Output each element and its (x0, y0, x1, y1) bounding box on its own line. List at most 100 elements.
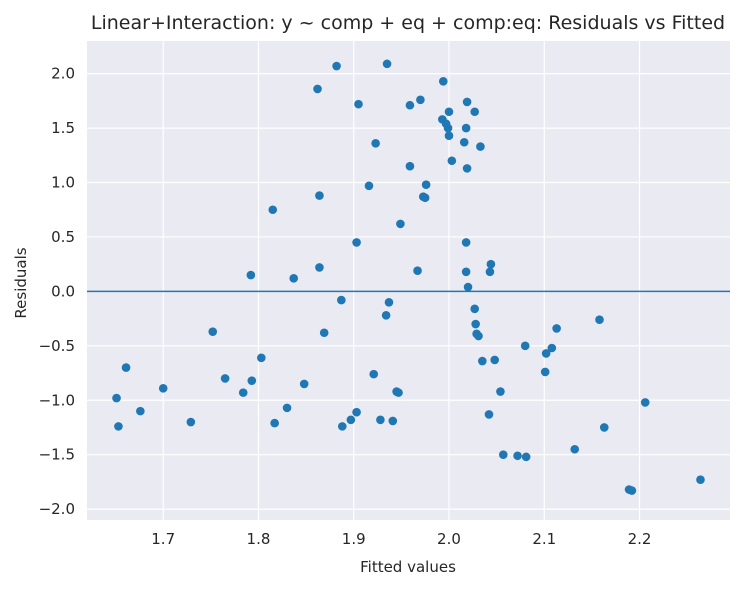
data-point (299, 379, 309, 389)
data-point (485, 267, 495, 277)
chart-title: Linear+Interaction: y ~ comp + eq + comp… (91, 12, 725, 34)
data-point (257, 353, 266, 363)
data-point (520, 341, 530, 351)
data-point (476, 142, 485, 151)
data-point (444, 107, 454, 117)
data-point (371, 139, 380, 148)
data-point (696, 475, 705, 485)
data-point (416, 95, 425, 105)
data-point (547, 343, 557, 353)
data-point (352, 238, 361, 247)
data-point (470, 304, 480, 314)
data-point (346, 415, 356, 425)
data-point (405, 161, 415, 171)
data-point (627, 486, 637, 495)
data-point (396, 219, 405, 229)
y-tick-label: −2.0 (39, 500, 75, 518)
plot-area (87, 41, 730, 520)
data-point (384, 297, 394, 307)
data-point (208, 327, 218, 336)
data-point (136, 406, 145, 416)
x-tick-label: 1.7 (151, 530, 175, 548)
data-point (484, 410, 494, 419)
x-tick-label: 2.0 (437, 530, 461, 548)
x-tick-label: 1.8 (247, 530, 271, 548)
data-point (447, 156, 457, 166)
data-point (490, 355, 500, 365)
data-point (270, 418, 279, 428)
y-tick-label: −1.5 (39, 446, 75, 464)
y-tick-label: 1.5 (51, 119, 75, 137)
data-point (474, 331, 483, 341)
y-tick-label: 0.0 (51, 282, 75, 300)
y-tick-label: 1.0 (51, 174, 75, 192)
data-point (352, 407, 361, 417)
data-point (463, 282, 473, 292)
data-point (319, 328, 329, 338)
y-axis-label: Residuals (12, 247, 30, 318)
data-point (332, 61, 341, 71)
data-point (413, 266, 422, 276)
data-point (246, 270, 256, 280)
data-point (282, 403, 292, 413)
data-point (461, 238, 471, 247)
data-point (315, 191, 324, 200)
data-point (337, 422, 347, 431)
data-point (595, 315, 604, 324)
data-point (112, 393, 121, 403)
x-axis-label: Fitted values (360, 558, 456, 576)
data-point (640, 398, 650, 407)
data-point (186, 417, 196, 427)
y-axis-ticks: −2.0 −1.5 −1.0 −0.5 0.0 0.5 1.0 1.5 2.0 (39, 65, 75, 518)
y-tick-label: −1.0 (39, 391, 75, 409)
data-point (238, 388, 248, 397)
data-point (461, 267, 471, 277)
data-point (438, 76, 448, 86)
data-points (112, 59, 705, 495)
data-point (461, 123, 471, 133)
data-point (444, 131, 454, 141)
data-point (521, 452, 531, 462)
data-point (376, 415, 385, 425)
data-point (354, 99, 363, 109)
data-point (405, 100, 415, 110)
data-point (462, 97, 472, 107)
x-tick-label: 2.2 (628, 530, 652, 548)
data-point (541, 349, 551, 358)
data-point (496, 387, 505, 396)
x-axis-ticks: 1.7 1.8 1.9 2.0 2.1 2.2 (151, 530, 651, 548)
data-point (394, 388, 403, 397)
data-point (513, 451, 522, 461)
data-point (220, 374, 230, 383)
y-tick-label: −0.5 (39, 337, 75, 355)
data-point (486, 259, 496, 269)
data-point (459, 137, 469, 147)
y-tick-label: 2.0 (51, 65, 75, 83)
data-point (369, 369, 379, 379)
data-point (315, 263, 324, 272)
data-point (540, 367, 550, 377)
data-point (158, 383, 168, 393)
data-point (114, 422, 123, 431)
data-point (388, 416, 398, 426)
data-point (313, 84, 322, 94)
data-point (443, 123, 453, 133)
x-tick-label: 1.9 (342, 530, 366, 548)
y-tick-label: 0.5 (51, 228, 75, 246)
data-point (570, 444, 580, 454)
data-point (268, 205, 278, 215)
data-point (420, 193, 430, 203)
data-point (337, 295, 346, 305)
data-point (121, 363, 131, 372)
data-point (289, 274, 299, 283)
data-point (462, 164, 472, 173)
data-point (381, 311, 391, 320)
data-point (552, 324, 561, 333)
data-point (382, 59, 392, 69)
data-point (498, 450, 508, 459)
data-point (247, 376, 257, 385)
data-point (364, 181, 374, 191)
data-point (599, 423, 609, 432)
